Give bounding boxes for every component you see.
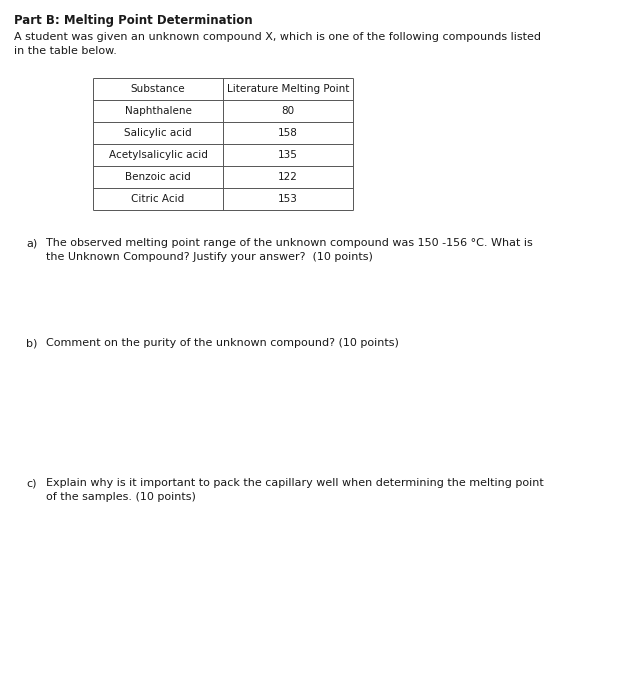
Text: Substance: Substance [131, 84, 185, 94]
Text: of the samples. (10 points): of the samples. (10 points) [46, 492, 196, 502]
Text: Explain why is it important to pack the capillary well when determining the melt: Explain why is it important to pack the … [46, 478, 544, 488]
Text: 122: 122 [278, 172, 298, 182]
Text: 158: 158 [278, 128, 298, 138]
Text: Part B: Melting Point Determination: Part B: Melting Point Determination [14, 14, 252, 27]
Text: b): b) [26, 338, 37, 348]
Text: A student was given an unknown compound X, which is one of the following compoun: A student was given an unknown compound … [14, 32, 541, 42]
Text: the Unknown Compound? Justify your answer?  (10 points): the Unknown Compound? Justify your answe… [46, 252, 373, 262]
Text: 80: 80 [281, 106, 294, 116]
Text: a): a) [26, 238, 37, 248]
Text: Literature Melting Point: Literature Melting Point [227, 84, 349, 94]
Text: Naphthalene: Naphthalene [125, 106, 192, 116]
Text: 153: 153 [278, 194, 298, 204]
Text: Salicylic acid: Salicylic acid [124, 128, 192, 138]
Text: The observed melting point range of the unknown compound was 150 -156 °C. What i: The observed melting point range of the … [46, 238, 533, 248]
Text: in the table below.: in the table below. [14, 46, 117, 56]
Text: c): c) [26, 478, 37, 488]
Text: Acetylsalicylic acid: Acetylsalicylic acid [108, 150, 208, 160]
Text: Comment on the purity of the unknown compound? (10 points): Comment on the purity of the unknown com… [46, 338, 399, 348]
Text: Benzoic acid: Benzoic acid [125, 172, 191, 182]
Text: 135: 135 [278, 150, 298, 160]
Text: Citric Acid: Citric Acid [131, 194, 185, 204]
